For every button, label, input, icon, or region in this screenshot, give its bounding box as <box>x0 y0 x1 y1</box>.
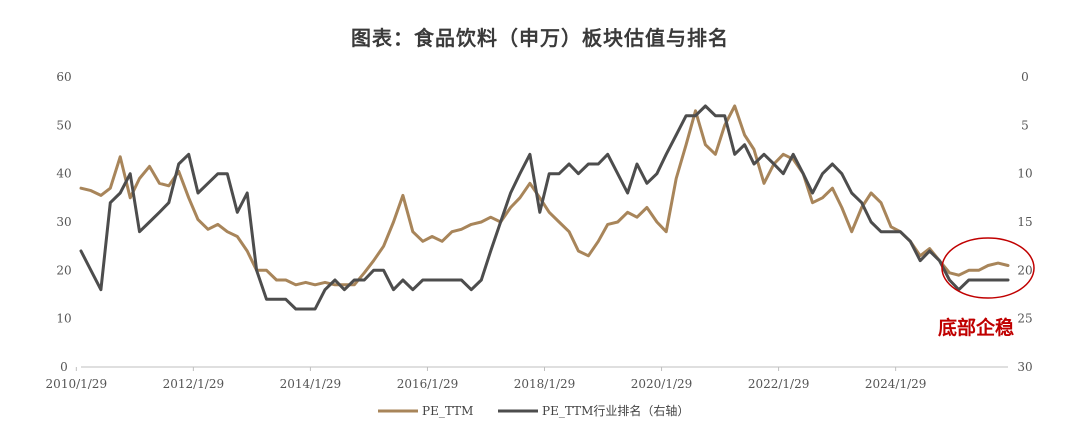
legend-label: PE_TTM行业排名（右轴） <box>542 403 689 418</box>
x-tick-label: 2018/1/29 <box>514 377 576 391</box>
x-tick-label: 2010/1/29 <box>46 377 108 391</box>
y-left-tick-label: 60 <box>56 70 71 84</box>
y-right-tick-label: 10 <box>1017 167 1032 181</box>
annotation-circle <box>941 237 1035 299</box>
y-right-tick-label: 20 <box>1017 263 1032 277</box>
y-right-tick-label: 15 <box>1017 215 1032 229</box>
x-tick-label: 2024/1/29 <box>865 377 927 391</box>
chart-lines <box>79 104 1010 311</box>
y-left-tick-label: 10 <box>56 312 71 326</box>
x-tick-label: 2014/1/29 <box>280 377 342 391</box>
x-tick-label: 2022/1/29 <box>748 377 810 391</box>
y-left-tick-label: 20 <box>56 263 71 277</box>
x-tick-label: 2020/1/29 <box>631 377 693 391</box>
x-tick-label: 2016/1/29 <box>397 377 459 391</box>
chart-axes: 0 10 20 30 40 50 60 0 5 10 15 20 25 30 2010/1/29 2012/1… <box>46 70 1033 391</box>
y-right-tick-label: 0 <box>1021 70 1029 84</box>
pe-ttm-line <box>79 104 1010 287</box>
x-tick-label: 2012/1/29 <box>163 377 225 391</box>
pe-ttm-rank-line <box>79 104 1010 311</box>
y-right-tick-label: 25 <box>1017 312 1032 326</box>
y-left-tick-label: 40 <box>56 167 71 181</box>
annotation: 底部企稳 <box>938 237 1035 339</box>
y-left-tick-label: 30 <box>56 215 71 229</box>
y-left-tick-label: 50 <box>56 118 71 132</box>
y-left-tick-label: 0 <box>60 360 68 374</box>
chart-legend: PE_TTM PE_TTM行业排名（右轴） <box>378 403 689 418</box>
y-right-tick-label: 5 <box>1021 118 1029 132</box>
legend-label: PE_TTM <box>422 404 473 418</box>
annotation-text: 底部企稳 <box>938 316 1014 339</box>
y-right-tick-label: 30 <box>1017 360 1032 374</box>
chart-title: 图表：食品饮料（申万）板块估值与排名 <box>351 26 729 50</box>
